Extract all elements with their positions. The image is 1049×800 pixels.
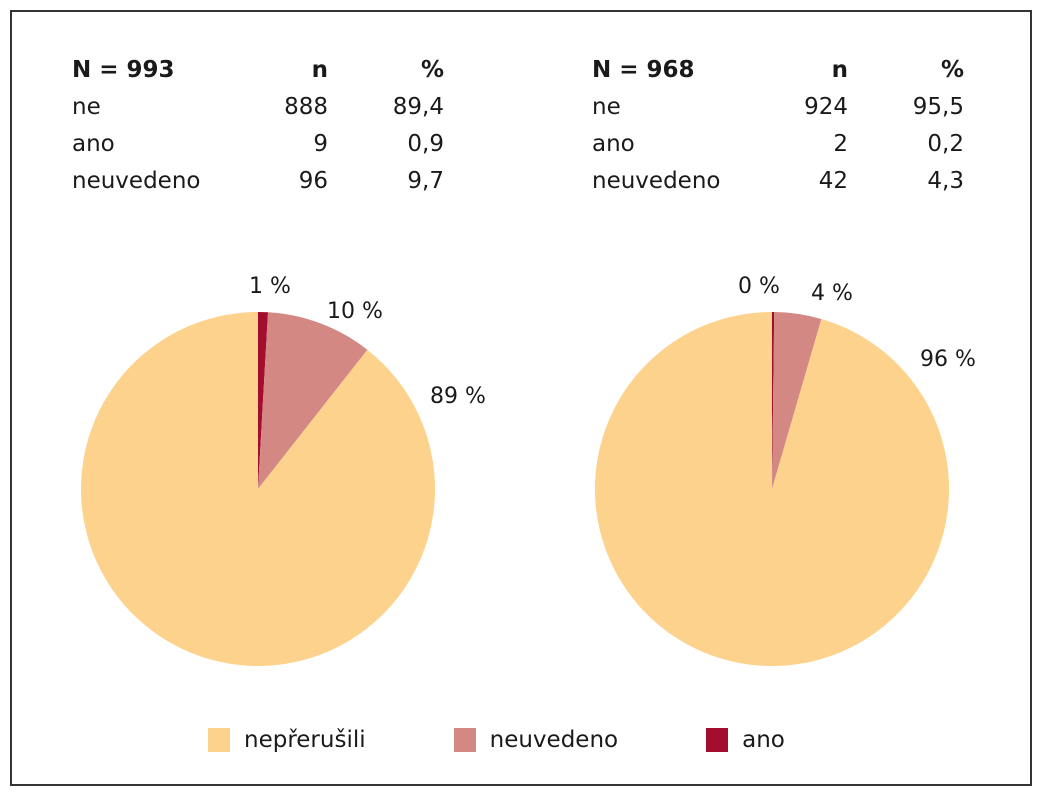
- row-label: ne: [592, 94, 621, 120]
- row-label: ne: [72, 94, 101, 120]
- row-pct: 89,4: [392, 94, 444, 120]
- legend-label: nepřerušili: [244, 727, 366, 753]
- pie-1-label-ano: 1 %: [249, 274, 291, 299]
- row-pct: 95,5: [912, 94, 964, 120]
- row-n: 96: [298, 168, 328, 194]
- pie-1-label-neuvedeno: 10 %: [327, 299, 383, 324]
- header-n: n: [311, 57, 328, 83]
- pie-1-label-nepřerušili: 89 %: [430, 384, 486, 409]
- row-pct: 9,7: [407, 168, 444, 194]
- header-n: n: [831, 57, 848, 83]
- row-n: 42: [818, 168, 848, 194]
- legend-item-ano: ano: [706, 727, 785, 753]
- header-total: N = 993: [72, 57, 175, 83]
- table-row: neuvedeno 42 4,3: [592, 163, 964, 200]
- table-row: ne 888 89,4: [72, 89, 444, 126]
- row-pct: 0,2: [927, 131, 964, 157]
- row-label: ano: [72, 131, 115, 157]
- stats-table-right: N = 968 n % ne 924 95,5 ano 2 0,2 neuved…: [592, 52, 964, 200]
- row-pct: 0,9: [407, 131, 444, 157]
- pie-2-slice-ano: [772, 312, 775, 489]
- table-row: ano 9 0,9: [72, 126, 444, 163]
- row-n: 2: [833, 131, 848, 157]
- legend-item-neuvedeno: neuvedeno: [453, 727, 619, 753]
- table-row: ano 2 0,2: [592, 126, 964, 163]
- pie-2-slice-neuvedeno: [772, 312, 822, 489]
- table-row: ne 924 95,5: [592, 89, 964, 126]
- legend: nepřerušili neuvedeno ano: [208, 727, 873, 753]
- row-n: 924: [804, 94, 848, 120]
- row-label: neuvedeno: [72, 168, 201, 194]
- legend-swatch: [208, 728, 230, 752]
- pie-1-slice-nepřerušili: [81, 312, 436, 667]
- row-pct: 4,3: [927, 168, 964, 194]
- pie-2-slice-nepřerušili: [595, 312, 949, 666]
- header-total: N = 968: [592, 57, 695, 83]
- row-label: ano: [592, 131, 635, 157]
- header-pct: %: [940, 57, 964, 83]
- stats-table-left: N = 993 n % ne 888 89,4 ano 9 0,9 neuved…: [72, 52, 444, 200]
- legend-swatch: [453, 728, 476, 752]
- table-header: N = 993 n %: [72, 52, 444, 89]
- pie-1-slice-ano: [258, 312, 269, 489]
- table-header: N = 968 n %: [592, 52, 964, 89]
- legend-swatch: [706, 728, 729, 752]
- legend-label: neuvedeno: [489, 727, 619, 753]
- row-n: 888: [284, 94, 328, 120]
- pie-2-label-ano: 0 %: [738, 274, 780, 299]
- header-pct: %: [420, 57, 444, 83]
- pie-2-label-nepřerušili: 96 %: [920, 347, 976, 372]
- row-n: 9: [313, 131, 328, 157]
- row-label: neuvedeno: [592, 168, 721, 194]
- pie-2-label-neuvedeno: 4 %: [811, 281, 853, 306]
- legend-item-neprerusili: nepřerušili: [208, 727, 366, 753]
- pie-1-slice-neuvedeno: [258, 312, 368, 489]
- legend-label: ano: [742, 727, 785, 753]
- table-row: neuvedeno 96 9,7: [72, 163, 444, 200]
- figure-frame: [10, 10, 1032, 786]
